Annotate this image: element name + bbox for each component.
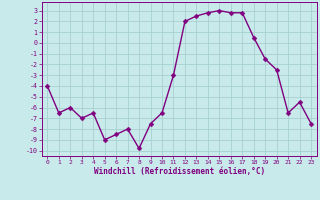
X-axis label: Windchill (Refroidissement éolien,°C): Windchill (Refroidissement éolien,°C): [94, 167, 265, 176]
